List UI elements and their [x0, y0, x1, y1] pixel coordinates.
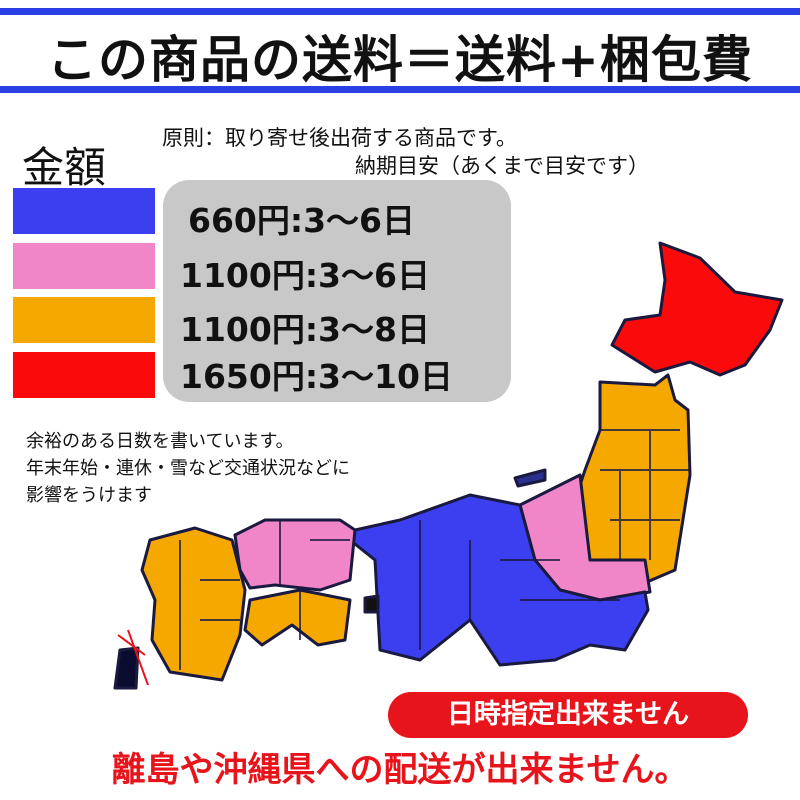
swatch-red [13, 352, 155, 398]
rate-red: 1650円:3〜10日 [180, 357, 453, 396]
region-hokkaido [610, 241, 784, 377]
region-kyushu [140, 526, 247, 682]
no-date-specification-badge: 日時指定出来ません [388, 692, 748, 738]
principle-text: 原則：取り寄せ後出荷する商品です。 [162, 126, 517, 150]
swatch-orange [13, 297, 155, 343]
okinawa-divider [117, 629, 149, 686]
swatch-pink [13, 243, 155, 289]
rate-pink: 1100円:3〜6日 [180, 256, 430, 295]
rates-panel [163, 180, 511, 402]
swatch-blue [13, 188, 155, 234]
island [363, 594, 380, 614]
prefecture-borders [179, 429, 690, 670]
rate-orange: 1100円:3〜8日 [180, 310, 430, 349]
page-title: この商品の送料＝送料+梱包費 [47, 31, 753, 89]
region-shikoku [243, 588, 352, 647]
notes: 余裕のある日数を書いています。 年末年始・連休・雪など交通状況などに 影響をうけ… [26, 428, 350, 509]
note-line: 年末年始・連休・雪など交通状況などに [26, 458, 350, 479]
region-tohoku [573, 373, 692, 587]
island [113, 646, 140, 690]
legend-heading: 金額 [22, 143, 107, 192]
island [513, 468, 547, 488]
delivery-estimate-label: 納期目安（あくまで目安です） [355, 154, 649, 178]
note-line: 影響をうけます [26, 485, 152, 506]
footer-warning: 離島や沖縄県への配送が出来ません。 [111, 750, 689, 790]
rate-blue: 660円:3〜6日 [188, 201, 416, 240]
top-bar [0, 8, 800, 15]
region-chugoku [233, 518, 357, 592]
note-line: 余裕のある日数を書いています。 [26, 431, 294, 452]
title-underline-bar [0, 86, 800, 93]
